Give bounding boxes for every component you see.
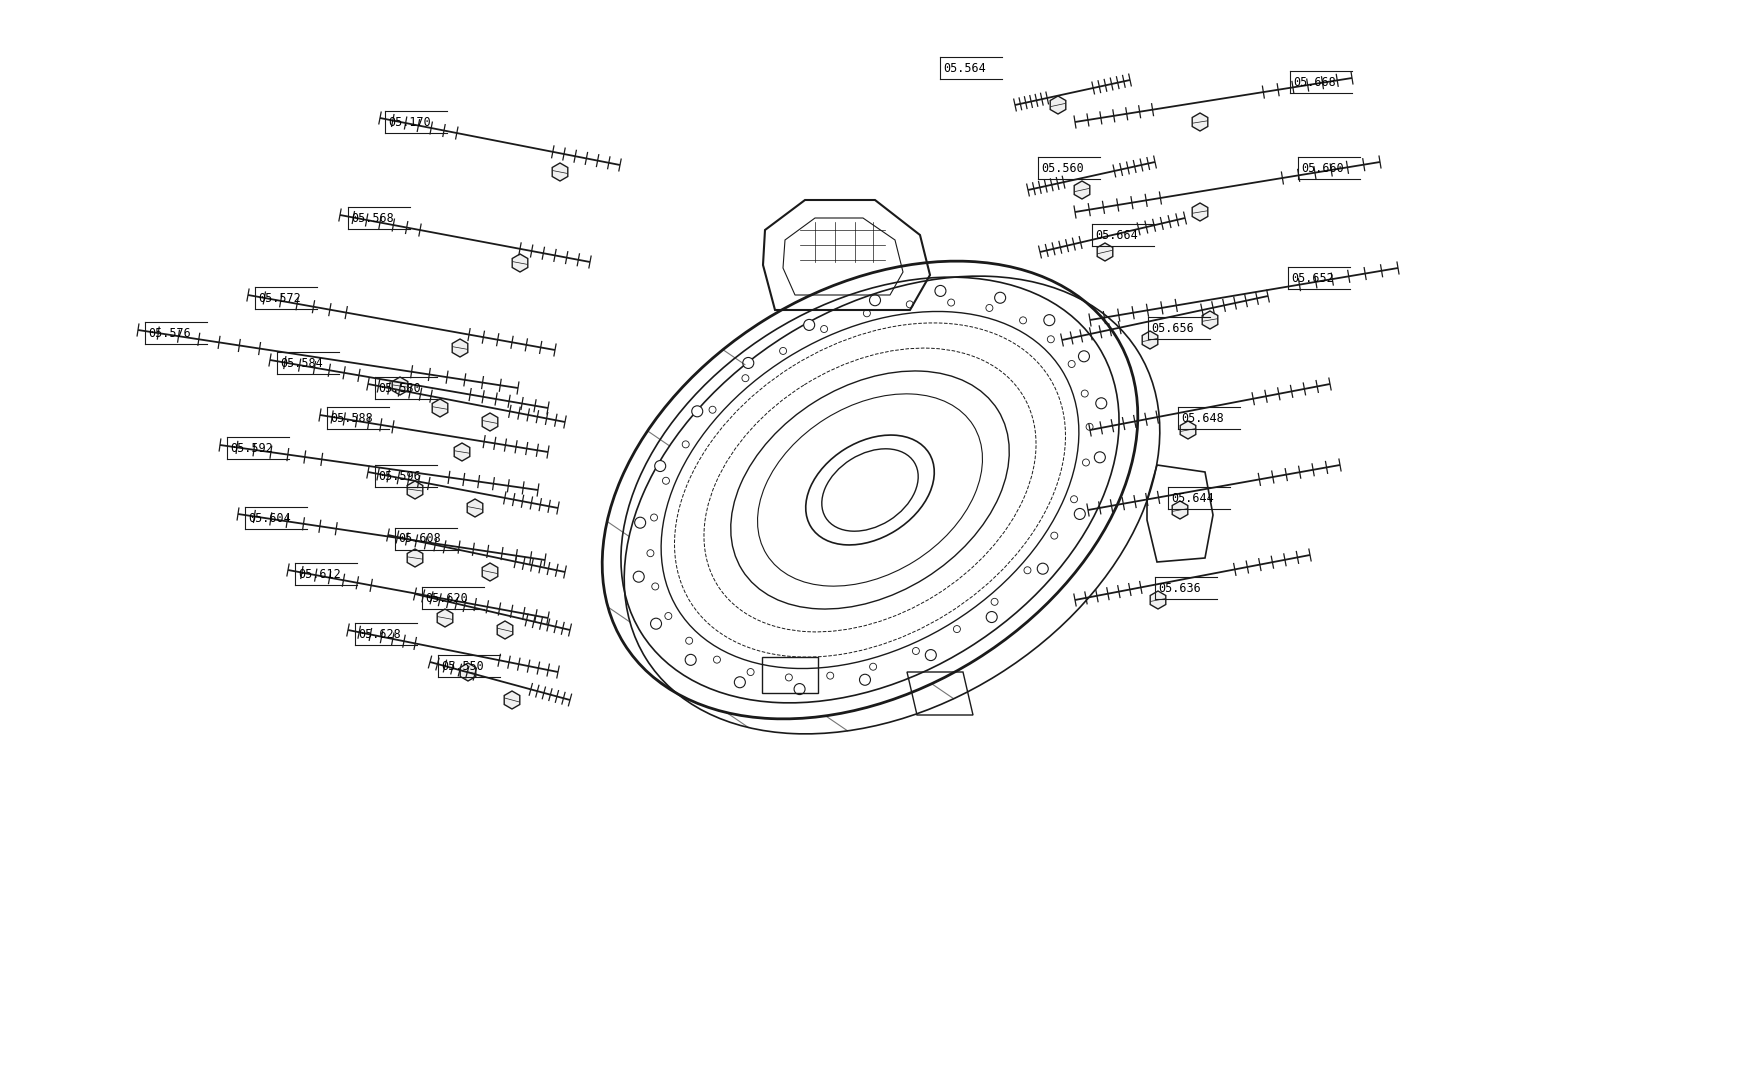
Circle shape [793,684,805,694]
Text: 05.568: 05.568 [351,212,393,225]
Text: 05.628: 05.628 [358,627,400,641]
Polygon shape [1073,181,1089,199]
Text: 05.596: 05.596 [377,470,421,483]
Circle shape [1073,508,1085,519]
Polygon shape [482,413,497,431]
Text: 05.652: 05.652 [1290,272,1334,285]
Polygon shape [551,163,567,181]
Text: 05.580: 05.580 [377,382,421,395]
Polygon shape [1149,591,1165,609]
Polygon shape [452,339,468,357]
Text: 05.636: 05.636 [1158,581,1200,595]
Polygon shape [504,691,520,709]
Text: 05.604: 05.604 [249,511,290,524]
Polygon shape [459,663,475,681]
Circle shape [654,460,666,472]
Circle shape [995,292,1005,303]
Polygon shape [1050,96,1066,114]
Text: 05.576: 05.576 [148,326,191,339]
Text: 05.592: 05.592 [230,442,273,455]
Text: 05.620: 05.620 [424,592,468,605]
Text: 05.564: 05.564 [943,61,986,75]
Circle shape [1096,398,1106,409]
Circle shape [1036,563,1047,575]
Text: 05.550: 05.550 [440,659,483,673]
Polygon shape [497,621,513,639]
Polygon shape [431,399,447,417]
Text: 05.608: 05.608 [398,533,440,546]
Text: 05.560: 05.560 [1040,162,1083,174]
Circle shape [734,676,744,688]
Circle shape [859,674,870,685]
Circle shape [934,286,946,296]
Text: 05.648: 05.648 [1181,412,1223,425]
Circle shape [1043,315,1054,325]
Polygon shape [482,563,497,581]
Text: 05.660: 05.660 [1301,162,1343,174]
Circle shape [1094,452,1104,463]
Circle shape [870,294,880,306]
Text: 05.572: 05.572 [257,291,301,305]
Text: 05.644: 05.644 [1170,491,1214,504]
Circle shape [925,649,936,660]
Polygon shape [391,377,407,395]
Text: 05.656: 05.656 [1149,321,1193,335]
Polygon shape [1141,331,1156,349]
Polygon shape [1191,203,1207,221]
Circle shape [986,612,996,623]
Text: 05.588: 05.588 [330,412,372,425]
Circle shape [692,406,703,417]
Polygon shape [1179,421,1195,439]
Polygon shape [468,499,482,517]
Polygon shape [454,443,470,461]
Polygon shape [436,609,452,627]
Text: 05.170: 05.170 [388,116,431,128]
Polygon shape [407,549,423,567]
Circle shape [743,357,753,368]
Text: 05.612: 05.612 [297,567,341,581]
Circle shape [650,618,661,629]
Circle shape [633,571,643,582]
Circle shape [1078,351,1089,362]
Circle shape [685,655,696,666]
Text: 05.664: 05.664 [1094,229,1137,242]
Polygon shape [407,482,423,499]
Circle shape [803,320,814,331]
Polygon shape [1097,243,1113,261]
Polygon shape [1172,501,1188,519]
Circle shape [635,517,645,529]
Polygon shape [1191,113,1207,131]
Text: 05.584: 05.584 [280,356,322,369]
Polygon shape [1202,311,1217,328]
Text: 05.668: 05.668 [1292,76,1336,89]
Polygon shape [511,254,527,272]
